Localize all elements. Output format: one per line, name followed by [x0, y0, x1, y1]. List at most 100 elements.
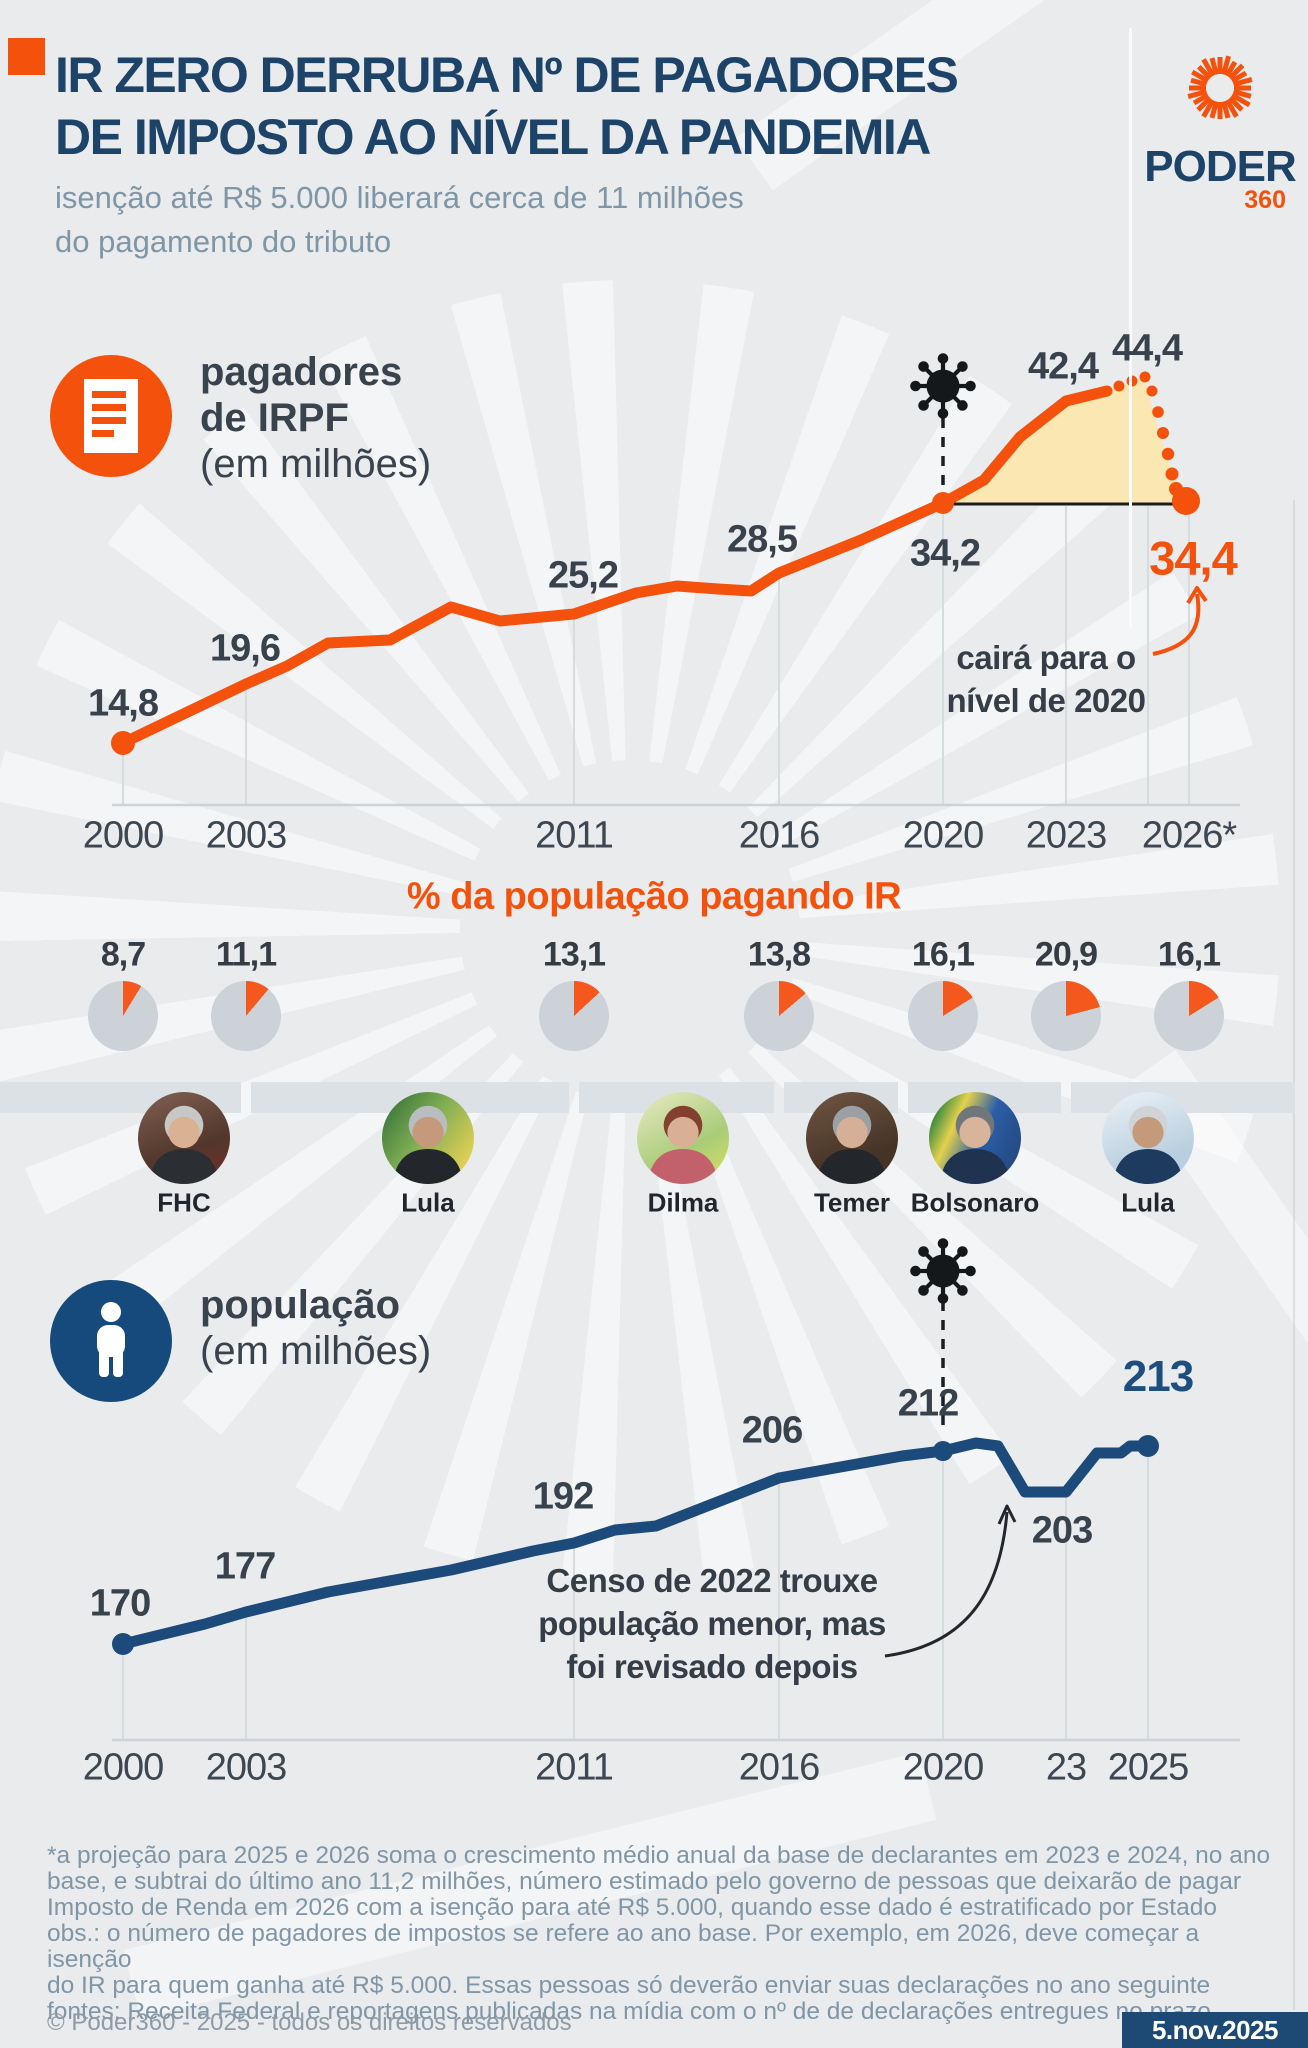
pie-value: 16,1 [911, 935, 975, 974]
irpf-value-2011: 25,2 [548, 554, 619, 597]
population-tick-2020: 2020 [902, 1746, 985, 1789]
pie-value: 20,9 [1034, 935, 1098, 974]
irpf-annotation: cairá para o nível de 2020 [947, 636, 1146, 722]
pie-chart-2026 [1154, 981, 1224, 1051]
header-divider [1129, 28, 1132, 628]
irpf-annotation-line1: cairá para o [956, 639, 1136, 676]
avatar-lula-1 [382, 1092, 474, 1184]
pie-chart-2020 [908, 981, 978, 1051]
footnote-line: Imposto de Renda em 2026 com a isenção p… [47, 1894, 1217, 1921]
president-name: Dilma [647, 1187, 719, 1218]
document-icon [84, 379, 138, 453]
population-annotation-line1: Censo de 2022 trouxe [546, 1562, 878, 1599]
irpf-tick-2011: 2011 [535, 814, 614, 857]
irpf-projection-dots [1113, 371, 1183, 496]
poder360-logo: PODER 360 [1140, 40, 1300, 213]
pie-value: 11,1 [215, 935, 277, 974]
pie-value: 8,7 [100, 935, 146, 974]
irpf-annotation-line2: nível de 2020 [946, 682, 1146, 719]
irpf-tick-2016: 2016 [738, 814, 821, 857]
population-annotation-line3: foi revisado depois [566, 1648, 858, 1685]
population-tick-2016: 2016 [738, 1746, 821, 1789]
copyright: © Poder360 - 2025 - todos os direitos re… [47, 2009, 572, 2036]
pie-chart-2000 [88, 981, 158, 1051]
pie-value: 13,8 [747, 935, 811, 974]
population-annotation: Censo de 2022 trouxe população menor, ma… [538, 1559, 886, 1688]
population-annotation-line2: população menor, mas [538, 1605, 886, 1642]
population-value-2016: 206 [741, 1409, 803, 1452]
irpf-legend-badge [50, 355, 172, 477]
population-value-2022: 203 [1031, 1509, 1093, 1552]
avatar-fhc [138, 1092, 230, 1184]
footnote: *a projeção para 2025 e 2026 soma o cres… [47, 1843, 1287, 2025]
population-tick-2003: 2003 [205, 1746, 288, 1789]
pie-chart-2023 [1031, 981, 1101, 1051]
footnote-line: *a projeção para 2025 e 2026 soma o cres… [47, 1842, 1271, 1869]
page-subtitle-line1: isenção até R$ 5.000 liberará cerca de 1… [55, 180, 744, 215]
president-name: FHC [157, 1187, 211, 1218]
irpf-legend-line2: de IRPF [200, 396, 349, 440]
logo-360: 360 [1244, 186, 1286, 214]
irpf-value-2023: 42,4 [1028, 345, 1099, 388]
avatar-temer [806, 1092, 898, 1184]
pie-chart-2016 [744, 981, 814, 1051]
population-value-2000: 170 [89, 1582, 151, 1625]
page-title-line1: IR ZERO DERRUBA Nº DE PAGADORES [55, 47, 959, 103]
pie-section-title: % da população pagando IR [406, 875, 902, 918]
sunburst-icon [1187, 55, 1253, 119]
date-badge: 5.nov.2025 [1122, 2012, 1308, 2048]
population-tick-2011: 2011 [535, 1746, 614, 1789]
avatar-bolsonaro [929, 1092, 1021, 1184]
population-value-2020: 212 [897, 1382, 959, 1425]
pie-chart-2011 [539, 981, 609, 1051]
footnote-line: obs.: o número de pagadores de impostos … [47, 1920, 1200, 1973]
population-annotation-arrowhead [997, 1504, 1017, 1525]
population-annotation-arrow [884, 1511, 1009, 1658]
president-name: Lula [1121, 1187, 1175, 1218]
irpf-tick-2026: 2026* [1141, 814, 1237, 857]
irpf-tick-2020: 2020 [902, 814, 985, 857]
pie-value: 13,1 [542, 935, 606, 974]
date-text: 5.nov.2025 [1151, 2014, 1279, 2045]
logo-wordmark: PODER [1144, 142, 1296, 191]
page-subtitle: isenção até R$ 5.000 liberará cerca de 1… [55, 176, 955, 264]
population-2025-dot [1137, 1435, 1159, 1457]
population-value-2003: 177 [214, 1545, 276, 1588]
population-legend-text: população (em milhões) [200, 1282, 431, 1374]
avatar-dilma [637, 1092, 729, 1184]
pie-chart-2003 [211, 981, 281, 1051]
avatar-lula-2 [1102, 1092, 1194, 1184]
population-tick-2000: 2000 [82, 1746, 165, 1789]
population-legend-badge [50, 1280, 172, 1402]
irpf-value-2025: 44,4 [1112, 327, 1183, 370]
irpf-value-2026: 34,4 [1149, 531, 1237, 585]
irpf-value-2016: 28,5 [727, 518, 798, 561]
irpf-tick-2003: 2003 [205, 814, 288, 857]
irpf-value-2020: 34,2 [910, 532, 981, 575]
page-title: IR ZERO DERRUBA Nº DE PAGADORES DE IMPOS… [55, 44, 1115, 168]
president-name: Lula [401, 1187, 455, 1218]
population-value-2025: 213 [1122, 1352, 1194, 1401]
irpf-legend-line3: (em milhões) [200, 442, 432, 486]
president-name: Bolsonaro [910, 1187, 1040, 1218]
population-tick-2025: 2025 [1107, 1746, 1190, 1789]
footnote-line: fontes: Receita Federal e reportagens pu… [47, 1998, 1211, 2025]
footnote-line: do IR para quem ganha até R$ 5.000. Essa… [47, 1972, 1211, 1999]
population-tick-2023: 23 [1045, 1746, 1087, 1789]
irpf-2026-dot [1172, 487, 1200, 515]
irpf-value-2000: 14,8 [88, 682, 159, 725]
population-legend-line1: população [200, 1283, 401, 1327]
population-start-dot [112, 1633, 134, 1655]
page-subtitle-line2: do pagamento do tributo [55, 224, 392, 259]
population-value-2011: 192 [532, 1475, 594, 1518]
irpf-tick-2023: 2023 [1025, 814, 1108, 857]
population-legend-line2: (em milhões) [200, 1329, 432, 1373]
person-icon [97, 1302, 125, 1377]
irpf-legend-line1: pagadores [200, 350, 403, 394]
page-title-line2: DE IMPOSTO AO NÍVEL DA PANDEMIA [55, 109, 931, 165]
irpf-value-2003: 19,6 [210, 627, 281, 670]
pie-value: 16,1 [1157, 935, 1221, 974]
right-edge-line [1293, 500, 1295, 2010]
sunburst-watermark-hole [460, 760, 800, 1100]
